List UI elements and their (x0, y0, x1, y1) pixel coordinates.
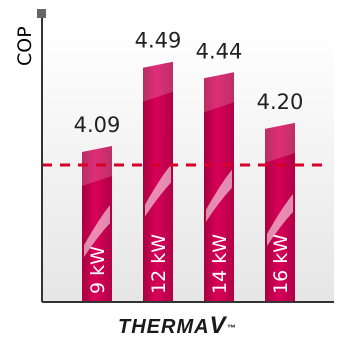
bar-group: 4.09 9 kW 4.49 12 kW 4.44 14 kW 4.20 16 kW (74, 29, 304, 302)
bar-highlight (145, 164, 171, 217)
bar-highlight (267, 194, 293, 247)
bar-value-label: 4.09 (74, 113, 121, 137)
bar-top-sheen (265, 122, 295, 163)
bar-category-label: 9 kW (87, 246, 109, 294)
bar-top-sheen (204, 72, 234, 113)
bar (143, 61, 173, 302)
y-axis-title: COP (14, 26, 36, 66)
brand-text: THERMAV™ (118, 312, 237, 338)
y-axis-cap (37, 9, 46, 18)
bar-category-label: 16 kW (270, 234, 292, 294)
bar-highlight (206, 169, 232, 222)
bar-highlight (84, 205, 110, 258)
bar-value-label: 4.49 (135, 29, 182, 53)
bar-value-label: 4.20 (257, 90, 304, 114)
brand-logo: THERMAV™ (118, 312, 237, 338)
bar-category-label: 14 kW (209, 234, 231, 294)
bar-top-sheen (143, 61, 173, 102)
bar-value-label: 4.44 (196, 39, 243, 63)
bar (204, 72, 234, 302)
bar-category-label: 12 kW (148, 234, 170, 294)
